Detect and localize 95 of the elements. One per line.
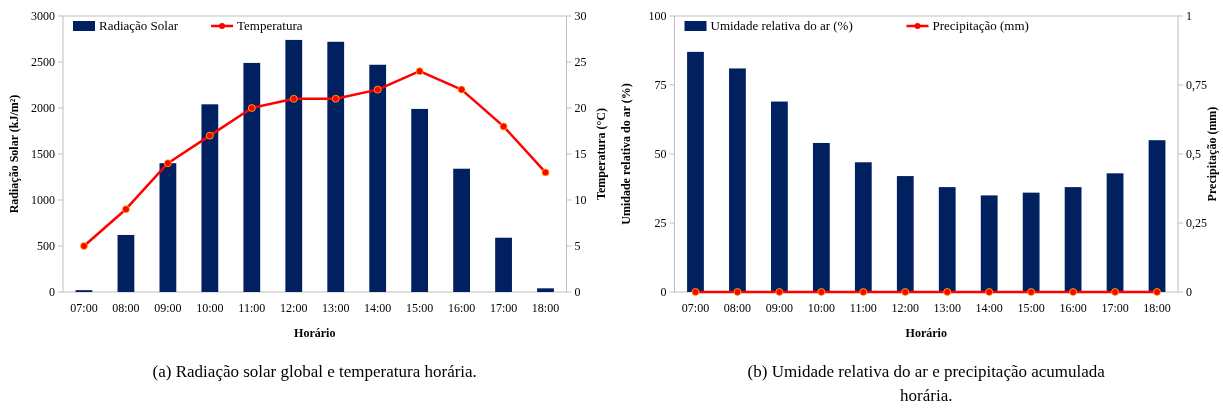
bar	[854, 162, 872, 292]
bar	[495, 237, 512, 292]
y-tick-label: 2000	[31, 100, 55, 115]
bar	[687, 51, 704, 292]
x-tick-label: 10:00	[807, 301, 836, 315]
point	[205, 131, 214, 140]
y2-tick-label: 30	[574, 8, 587, 23]
x-tick-label: 07:00	[681, 301, 710, 315]
x-tick-label: 11:00	[238, 301, 266, 315]
point	[289, 94, 298, 103]
y-axis-title: Radiação Solar (kJ/m²)	[7, 94, 21, 214]
bar	[327, 41, 345, 292]
y2-tick-label: 0	[574, 284, 581, 299]
bar	[980, 195, 998, 292]
x-tick-label: 14:00	[364, 301, 392, 315]
text: (b) Umidade relativa do ar e precipitação acumulada horária.	[747, 362, 1106, 405]
bar	[159, 163, 177, 292]
x-tick-label: 17:00	[489, 301, 518, 315]
x-tick-label: 13:00	[322, 301, 350, 315]
y2-tick-label: 0,75	[1186, 77, 1207, 92]
x-tick-label: 09:00	[765, 301, 794, 315]
y2-tick-label: 5	[574, 238, 581, 253]
legend-label: Temperatura	[237, 18, 303, 34]
bar	[537, 288, 554, 292]
x-tick-label: 12:00	[891, 301, 919, 315]
bar	[201, 104, 219, 292]
legend-label: Radiação Solar	[99, 18, 179, 34]
bar	[243, 62, 261, 292]
x-tick-label: 11:00	[849, 301, 877, 315]
x-axis-title: Horário	[294, 326, 336, 340]
bar	[453, 168, 470, 292]
y-tick-label: 500	[37, 238, 55, 253]
point	[457, 85, 466, 94]
bar	[411, 108, 429, 292]
bar	[285, 39, 303, 292]
x-tick-label: 12:00	[280, 301, 308, 315]
x-tick-label: 09:00	[154, 301, 182, 315]
x-axis-title: Horário	[905, 326, 947, 340]
y-tick-label: 0	[660, 284, 667, 299]
x-tick-label: 15:00	[1017, 301, 1045, 315]
x-tick-label: 17:00	[1101, 301, 1129, 315]
y-tick-label: 2500	[31, 54, 55, 69]
y-tick-label: 1500	[31, 146, 55, 161]
legend-label: Umidade relativa do ar (%)	[710, 18, 853, 34]
text: (a) Radiação solar global e temperatura horária.	[152, 362, 477, 381]
point	[164, 159, 172, 168]
x-tick-label: 15:00	[405, 301, 434, 315]
x-tick-label: 14:00	[975, 301, 1003, 315]
y-axis-title: Umidade relativa do ar (%)	[618, 83, 633, 225]
bar	[369, 64, 387, 292]
point	[499, 122, 508, 131]
bar	[1022, 192, 1040, 292]
y2-axis-title: Precipitação (mm)	[1205, 106, 1219, 202]
y2-tick-label: 1	[1186, 8, 1192, 23]
x-tick-label: 08:00	[112, 301, 140, 315]
y-tick-label: 75	[654, 77, 667, 92]
x-tick-label: 10:00	[196, 301, 224, 315]
bar	[896, 176, 914, 292]
y-tick-label: 3000	[31, 8, 55, 23]
x-tick-label: 13:00	[933, 301, 961, 315]
x-tick-label: 16:00	[1059, 301, 1087, 315]
y-tick-label: 25	[654, 215, 667, 230]
bar	[812, 142, 830, 292]
y-tick-label: 50	[654, 146, 667, 161]
bar	[1106, 173, 1124, 292]
x-tick-label: 16:00	[447, 301, 476, 315]
point	[80, 242, 88, 250]
y2-tick-label: 10	[574, 192, 587, 207]
bar	[771, 101, 788, 292]
point	[541, 168, 550, 177]
x-tick-label: 18:00	[1143, 301, 1171, 315]
point	[122, 205, 130, 214]
point	[247, 104, 256, 112]
y2-tick-label: 0,25	[1186, 215, 1207, 230]
bar	[1148, 140, 1166, 292]
bar	[1064, 187, 1082, 292]
bar	[938, 187, 956, 292]
point	[331, 94, 340, 103]
y2-tick-label: 25	[574, 54, 587, 69]
point	[373, 85, 382, 94]
y-tick-label: 0	[49, 284, 55, 299]
x-tick-label: 18:00	[531, 301, 560, 315]
point	[415, 67, 424, 76]
bar	[729, 68, 746, 292]
y-tick-label: 100	[648, 8, 667, 23]
y2-tick-label: 20	[574, 100, 587, 115]
y2-tick-label: 0,5	[1186, 146, 1201, 161]
y2-axis-title: Temperatura (°C)	[593, 107, 608, 201]
y2-tick-label: 0	[1186, 284, 1192, 299]
x-tick-label: 08:00	[723, 301, 752, 315]
x-tick-label: 07:00	[70, 301, 98, 315]
bar	[117, 234, 135, 292]
y-tick-label: 1000	[31, 192, 55, 207]
legend-label: Precipitação (mm)	[932, 18, 1029, 34]
y2-tick-label: 15	[574, 146, 587, 161]
